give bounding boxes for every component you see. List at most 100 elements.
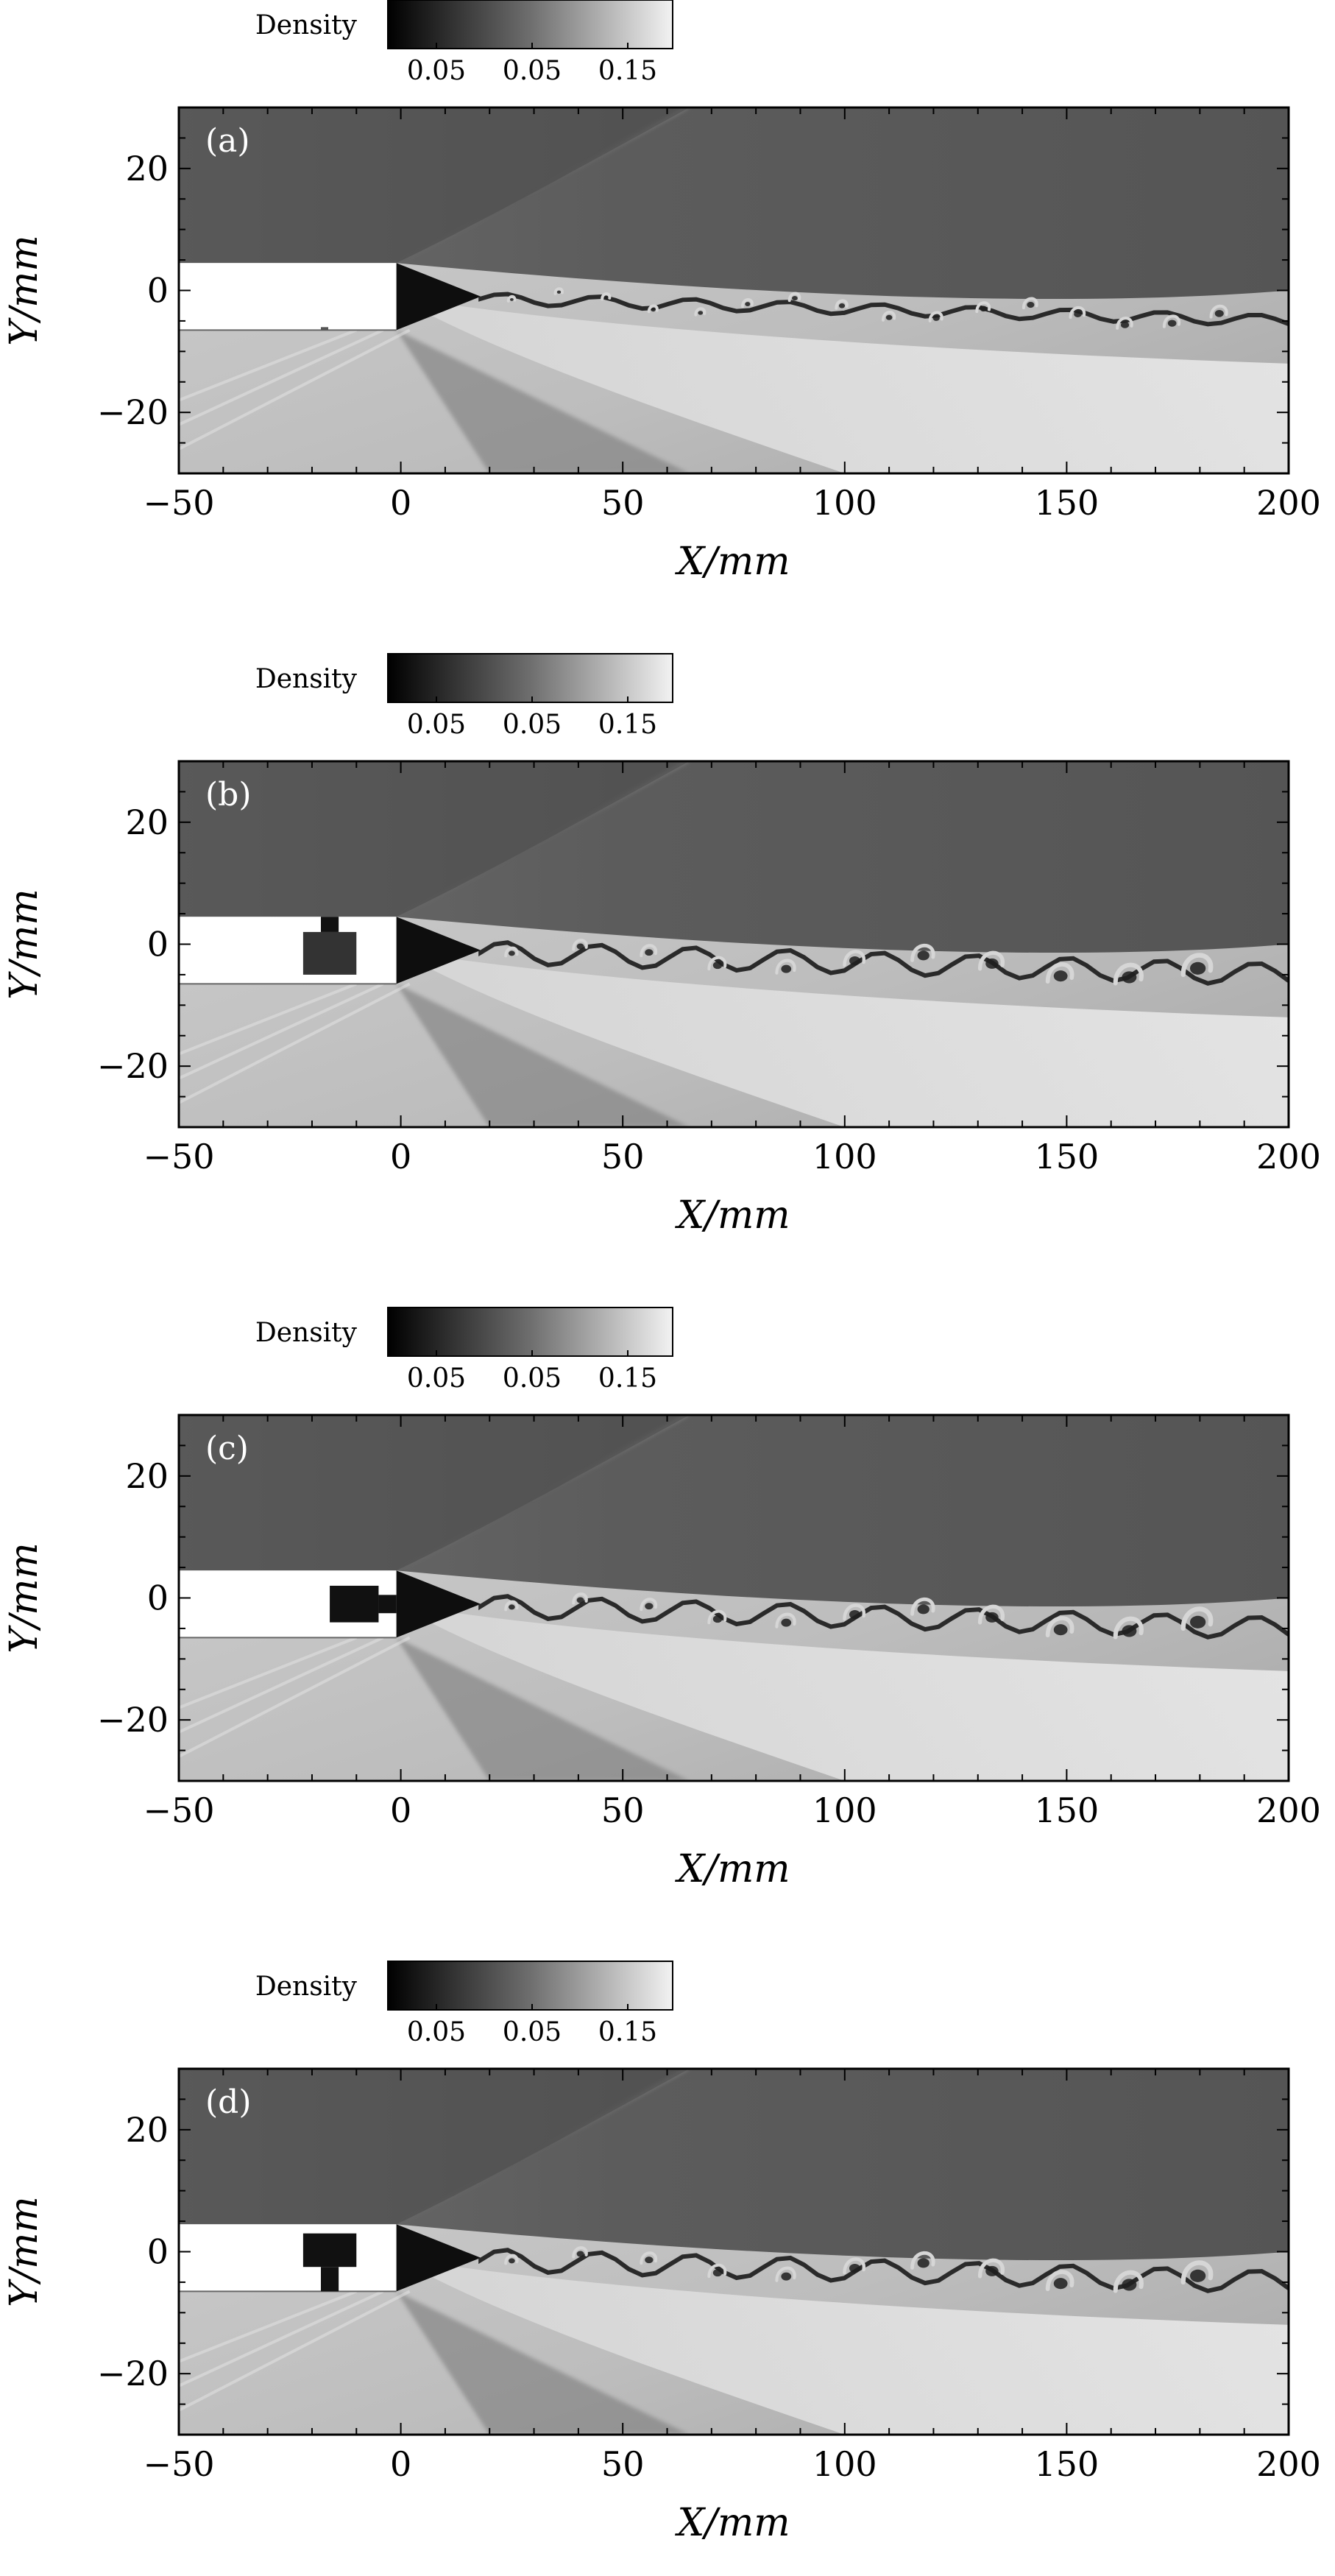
wave-line [179, 328, 384, 426]
x-axis-label: X/mm [674, 2501, 790, 2545]
vortex-core [1189, 1615, 1206, 1628]
vortex-curl [910, 1597, 935, 1616]
x-tick-label: 0 [390, 1137, 411, 1176]
vortex-curl [843, 2257, 865, 2275]
vortex-core [917, 2258, 929, 2268]
y-axis-label: Y/mm [2, 1542, 46, 1653]
vortex-core [1053, 970, 1068, 982]
y-tick-label: 0 [147, 1578, 169, 1618]
x-tick-label: 200 [1256, 2444, 1321, 2484]
vortex-core [985, 958, 999, 969]
vortex-curl [1113, 2270, 1144, 2293]
wave-line [179, 2290, 384, 2388]
vortex-curl [640, 1598, 657, 1612]
shear-layer [478, 2248, 1289, 2293]
y-tick-label: −20 [97, 1046, 169, 1086]
x-tick-label: −50 [143, 1790, 214, 1830]
splitter-plate [179, 263, 397, 331]
vortex-core [1121, 321, 1130, 328]
x-tick-label: 50 [601, 483, 645, 523]
y-tick-label: 20 [125, 802, 169, 842]
density-field [179, 107, 1289, 473]
mixing-layer [396, 296, 1289, 473]
wave-line [179, 328, 358, 402]
x-tick-label: 150 [1034, 2444, 1099, 2484]
vortex-curl [1209, 304, 1228, 319]
mixing-layer [396, 1603, 1289, 1781]
expansion-fan [396, 1637, 690, 1781]
x-tick-label: 200 [1256, 1137, 1321, 1176]
colorbar-tick-label: 0.15 [598, 710, 657, 740]
y-tick-label: −20 [97, 2354, 169, 2393]
vortex-core [1122, 1625, 1137, 1637]
vortex-core [917, 950, 929, 961]
vortex-curl [1069, 306, 1086, 319]
vortex-curl [1021, 297, 1038, 310]
vortex-core [645, 2256, 654, 2264]
vortex-curl [1162, 314, 1180, 328]
vortex-curl [775, 959, 796, 975]
colorbar-gradient [387, 0, 673, 49]
colorbar-tick-label: 0.05 [503, 56, 562, 86]
wave-line [179, 2290, 411, 2412]
cavity [302, 931, 357, 975]
colorbar-tick-label: 0.05 [503, 710, 562, 740]
vortex-curl [835, 299, 849, 310]
wave-line [179, 1636, 411, 1758]
colorbar: Density 0.05 0.05 0.15 [255, 653, 673, 740]
colorbar-label: Density [255, 1318, 358, 1348]
vortex-core [712, 1615, 723, 1623]
vortex-curl [707, 2263, 727, 2279]
vortex-curl [707, 956, 727, 971]
vortex-curl [977, 2258, 1005, 2279]
x-tick-label: 100 [812, 483, 877, 523]
colorbar-tick-label: 0.05 [407, 2017, 466, 2047]
colorbar-tick-label: 0.15 [598, 56, 657, 86]
vortex-core [1167, 320, 1177, 327]
colorbar: Density 0.05 0.05 0.15 [255, 1961, 673, 2047]
x-tick-label: −50 [143, 483, 214, 523]
vortex-core [603, 295, 609, 300]
colorbar: Density 0.05 0.05 0.15 [255, 0, 673, 86]
vortex-core [917, 1604, 929, 1615]
panel-label: (d) [205, 2083, 252, 2121]
vortex-core [885, 314, 893, 320]
expansion-fan [396, 984, 690, 1127]
y-tick-label: 20 [125, 2110, 169, 2150]
vortex-core [849, 1610, 861, 1620]
upper-left-dark [179, 107, 690, 264]
vortex-core [1053, 1624, 1068, 1636]
colorbar-label: Density [255, 10, 358, 40]
vortex-curl [1113, 1616, 1144, 1640]
vortex-curl [975, 301, 991, 314]
vortex-curl [707, 1609, 727, 1625]
colorbar-tick-label: 0.05 [503, 1363, 562, 1394]
wave-line [179, 328, 411, 451]
splitter-plate [179, 2224, 397, 2292]
x-tick-label: 100 [812, 2444, 877, 2484]
x-tick-label: 0 [390, 1790, 411, 1830]
colorbar-tick-label: 0.05 [407, 1363, 466, 1394]
vortex-curl [1180, 1606, 1214, 1631]
vortex-curl [775, 1612, 796, 1628]
vortex-curl [647, 304, 659, 314]
vortex-core [792, 295, 798, 301]
wave-line [179, 982, 358, 1056]
vortex-core [698, 311, 704, 315]
vortex-curl [928, 311, 943, 322]
vortex-curl [1180, 2260, 1214, 2285]
y-tick-label: 20 [125, 1456, 169, 1496]
vortex-core [576, 2251, 584, 2257]
cavity-slot [321, 917, 339, 932]
vortex-core [985, 1612, 999, 1623]
x-tick-label: −50 [143, 1137, 214, 1176]
vortex-core [1214, 309, 1224, 317]
axes: −50 0 50 100 150 200 −20 0 20 X/mm Y/mm [2, 2068, 1321, 2545]
vortex-curl [1116, 317, 1133, 330]
vortex-core [651, 308, 656, 312]
y-axis-label: Y/mm [2, 889, 46, 999]
upper-left-dark [179, 2069, 690, 2225]
vortex-curl [977, 1604, 1005, 1625]
colorbar-gradient [387, 1961, 673, 2011]
